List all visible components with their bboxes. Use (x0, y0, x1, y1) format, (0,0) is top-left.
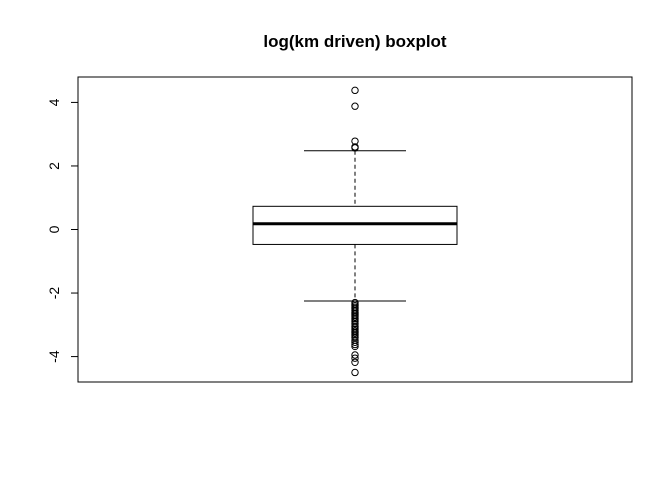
outlier-point (351, 333, 359, 342)
outlier-point (351, 354, 359, 362)
y-tick-label: -4 (46, 350, 62, 363)
outlier-point (351, 144, 359, 152)
outliers (351, 86, 359, 377)
outlier-point (351, 338, 359, 346)
chart-title: log(km driven) boxplot (263, 32, 447, 51)
y-axis: -4 -2 0 2 4 (46, 98, 79, 363)
y-tick-label: 2 (46, 162, 62, 170)
interquartile-box (252, 205, 458, 245)
outlier-point (351, 368, 359, 377)
outlier-point (351, 102, 359, 110)
boxplot (252, 150, 458, 302)
outlier-point (351, 351, 359, 359)
outlier-point (351, 358, 359, 367)
y-tick-label: -2 (46, 287, 62, 300)
y-tick-label: 4 (46, 98, 62, 106)
outlier-point (351, 342, 359, 351)
outlier-point (351, 86, 359, 95)
outlier-point (351, 320, 359, 328)
y-tick-label: 0 (46, 225, 62, 233)
outlier-point (351, 340, 359, 349)
